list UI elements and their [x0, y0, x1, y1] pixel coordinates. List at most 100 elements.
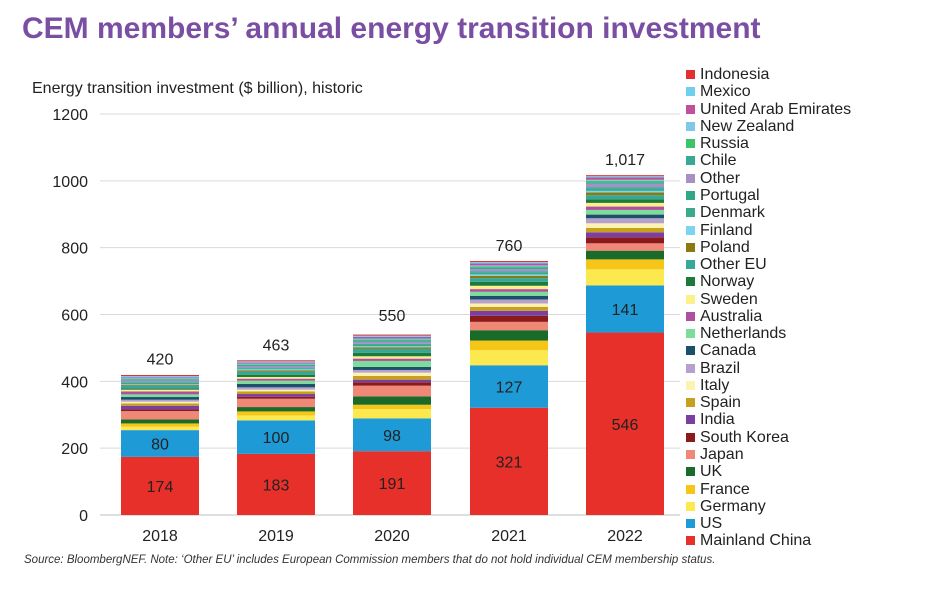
y-tick-label: 1200: [52, 107, 88, 124]
legend-item: Italy: [686, 377, 922, 394]
bar-segment-australia: [470, 289, 548, 292]
bar-segment-south-korea: [121, 409, 199, 412]
legend-label: Brazil: [700, 359, 741, 377]
bar-segment-russia: [586, 180, 664, 183]
bar-segment-other-eu: [470, 278, 548, 282]
bar-segment-sweden: [237, 376, 315, 379]
bar-segment-germany: [470, 350, 548, 366]
bar-segment-netherlands: [586, 209, 664, 215]
x-tick-label: 2021: [491, 528, 527, 545]
bar-segment-portugal: [586, 187, 664, 189]
bar-segment-other-eu: [353, 348, 431, 353]
bar-segment-norway: [237, 374, 315, 377]
bar-segment-brazil: [121, 399, 199, 402]
segment-value-label: 100: [263, 430, 290, 447]
legend-swatch: [686, 225, 695, 235]
bar-segment-russia: [470, 266, 548, 268]
segment-value-label: 141: [612, 302, 639, 319]
legend-item: UK: [686, 463, 922, 480]
bar-segment-norway: [470, 281, 548, 286]
bar-segment-sweden: [121, 389, 199, 392]
bar-segment-other-eu: [237, 371, 315, 375]
bar-segment-other-eu: [586, 195, 664, 200]
bar-segment-sweden: [353, 356, 431, 359]
legend-swatch: [686, 104, 695, 114]
bar-segment-mainland-china: [586, 332, 664, 515]
legend-item: Mexico: [686, 83, 922, 100]
x-tick-label: 2018: [142, 528, 178, 545]
bar-segment-indonesia: [470, 261, 548, 263]
legend-item: Norway: [686, 273, 922, 290]
legend: Indonesia Mexico United Arab Emirates New Z…: [686, 66, 922, 549]
legend-label: Germany: [700, 497, 766, 515]
bar-segment-brazil: [353, 369, 431, 373]
bar-segment-mainland-china: [237, 453, 315, 515]
bar-segment-netherlands: [353, 360, 431, 367]
bar-segment-mexico: [237, 361, 315, 363]
bar-segment-italy: [586, 223, 664, 228]
bar-segment-italy: [353, 372, 431, 376]
segment-value-label: 321: [496, 454, 523, 471]
bar-segment-india: [121, 405, 199, 410]
bar-segment-netherlands: [237, 380, 315, 385]
x-tick-label: 2019: [258, 528, 294, 545]
legend-label: Mainland China: [700, 532, 812, 550]
bar-segment-india: [237, 394, 315, 397]
segment-value-label: 174: [147, 479, 174, 496]
legend-swatch: [686, 415, 695, 425]
legend-label: United Arab Emirates: [700, 100, 852, 118]
bar-segment-japan: [470, 321, 548, 331]
bar-segment-finland: [353, 346, 431, 348]
legend-label: US: [700, 515, 723, 533]
bar-segment-indonesia: [121, 374, 199, 376]
bar-total-label: 760: [496, 238, 523, 255]
bar-segment-japan: [121, 411, 199, 420]
bar-segment-finland: [586, 190, 664, 193]
legend-swatch: [686, 346, 695, 356]
legend-label: Mexico: [700, 83, 751, 101]
legend-swatch: [686, 484, 695, 494]
bar-segment-uk: [586, 250, 664, 260]
bar-segment-other: [237, 365, 315, 368]
bar-segment-mexico: [353, 335, 431, 337]
segment-value-label: 80: [151, 436, 169, 453]
bar-total-label: 1,017: [605, 152, 645, 169]
bar-segment-norway: [121, 388, 199, 390]
bar-segment-spain: [470, 306, 548, 311]
legend-label: Japan: [700, 445, 744, 463]
bar-segment-france: [353, 404, 431, 410]
legend-label: UK: [700, 463, 723, 481]
bar-segment-chile: [470, 267, 548, 270]
legend-label: New Zealand: [700, 117, 795, 135]
source-note: Source: BloombergNEF. Note: ‘Other EU’ i…: [24, 554, 716, 566]
bar-segment-mainland-china: [470, 407, 548, 515]
legend-swatch: [686, 519, 695, 529]
legend-item: Chile: [686, 152, 922, 169]
bar-segment-united-arab-emirates: [586, 177, 664, 180]
bar-segment-germany: [237, 415, 315, 421]
segment-value-label: 183: [263, 477, 290, 494]
bar-segment-russia: [237, 364, 315, 365]
legend-swatch: [686, 121, 695, 131]
bar-segment-mexico: [121, 375, 199, 378]
legend-label: Other: [700, 169, 741, 187]
legend-swatch: [686, 277, 695, 287]
bar-segment-portugal: [470, 271, 548, 273]
bar-segment-poland: [237, 370, 315, 372]
legend-swatch: [686, 139, 695, 149]
bar-segment-brazil: [586, 218, 664, 224]
legend-item: Sweden: [686, 290, 922, 308]
bar-segment-denmark: [586, 188, 664, 191]
legend-label: Denmark: [700, 204, 765, 222]
y-tick-label: 600: [61, 308, 88, 325]
bar-segment-spain: [121, 403, 199, 406]
y-tick-label: 400: [61, 374, 88, 391]
bar-segment-portugal: [121, 382, 199, 384]
bar-segment-other: [470, 269, 548, 272]
bar-segment-france: [237, 411, 315, 416]
legend-item: Poland: [686, 239, 922, 256]
bar-segment-finland: [121, 384, 199, 385]
legend-label: Indonesia: [700, 66, 770, 84]
bar-segment-poland: [470, 275, 548, 279]
bar-segment-us: [237, 420, 315, 454]
